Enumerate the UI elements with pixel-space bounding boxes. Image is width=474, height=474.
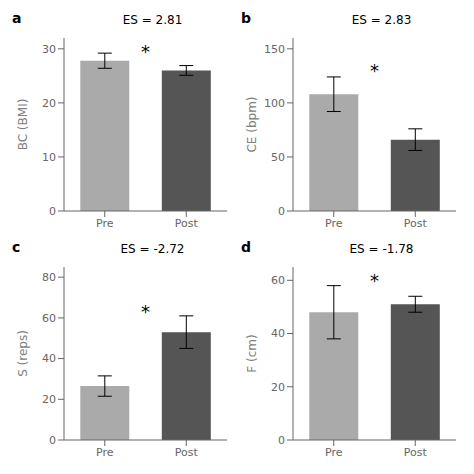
svg-text:CE (bpm): CE (bpm)	[245, 96, 259, 152]
svg-text:*: *	[141, 301, 150, 322]
html-text:a: a	[12, 10, 22, 26]
svg-text:Post: Post	[175, 217, 199, 230]
svg-text:10: 10	[42, 151, 56, 164]
svg-text:150: 150	[264, 43, 285, 56]
svg-text:50: 50	[271, 151, 285, 164]
svg-text:Pre: Pre	[325, 217, 343, 230]
svg-text:30: 30	[42, 43, 56, 56]
svg-text:40: 40	[42, 352, 56, 365]
svg-text:*: *	[141, 41, 150, 62]
html-text:ES = -1.78: ES = -1.78	[349, 242, 414, 256]
svg-text:0: 0	[49, 434, 56, 447]
svg-text:20: 20	[42, 97, 56, 110]
svg-text:100: 100	[264, 97, 285, 110]
svg-text:Post: Post	[404, 446, 428, 459]
svg-text:40: 40	[271, 327, 285, 340]
svg-text:0: 0	[278, 434, 285, 447]
svg-text:60: 60	[42, 312, 56, 325]
svg-text:Post: Post	[404, 217, 428, 230]
svg-text:Post: Post	[175, 446, 199, 459]
html-text:ES = 2.83: ES = 2.83	[351, 13, 412, 27]
html-text:ES = 2.81: ES = 2.81	[122, 13, 183, 27]
svg-text:S (reps): S (reps)	[16, 330, 30, 377]
html-text:d: d	[241, 239, 251, 255]
html-text:c: c	[12, 239, 21, 255]
html-text:ES = -2.72: ES = -2.72	[120, 242, 185, 256]
svg-text:F (cm): F (cm)	[245, 334, 259, 372]
svg-text:Pre: Pre	[96, 217, 114, 230]
svg-text:60: 60	[271, 274, 285, 287]
svg-text:*: *	[370, 60, 379, 81]
html-text:b: b	[241, 10, 251, 26]
svg-text:BC (BMI): BC (BMI)	[16, 99, 30, 151]
svg-text:80: 80	[42, 271, 56, 284]
svg-text:0: 0	[49, 205, 56, 218]
svg-text:*: *	[370, 270, 379, 291]
svg-text:20: 20	[271, 381, 285, 394]
svg-text:0: 0	[278, 205, 285, 218]
svg-text:Pre: Pre	[96, 446, 114, 459]
svg-text:20: 20	[42, 393, 56, 406]
svg-text:Pre: Pre	[325, 446, 343, 459]
